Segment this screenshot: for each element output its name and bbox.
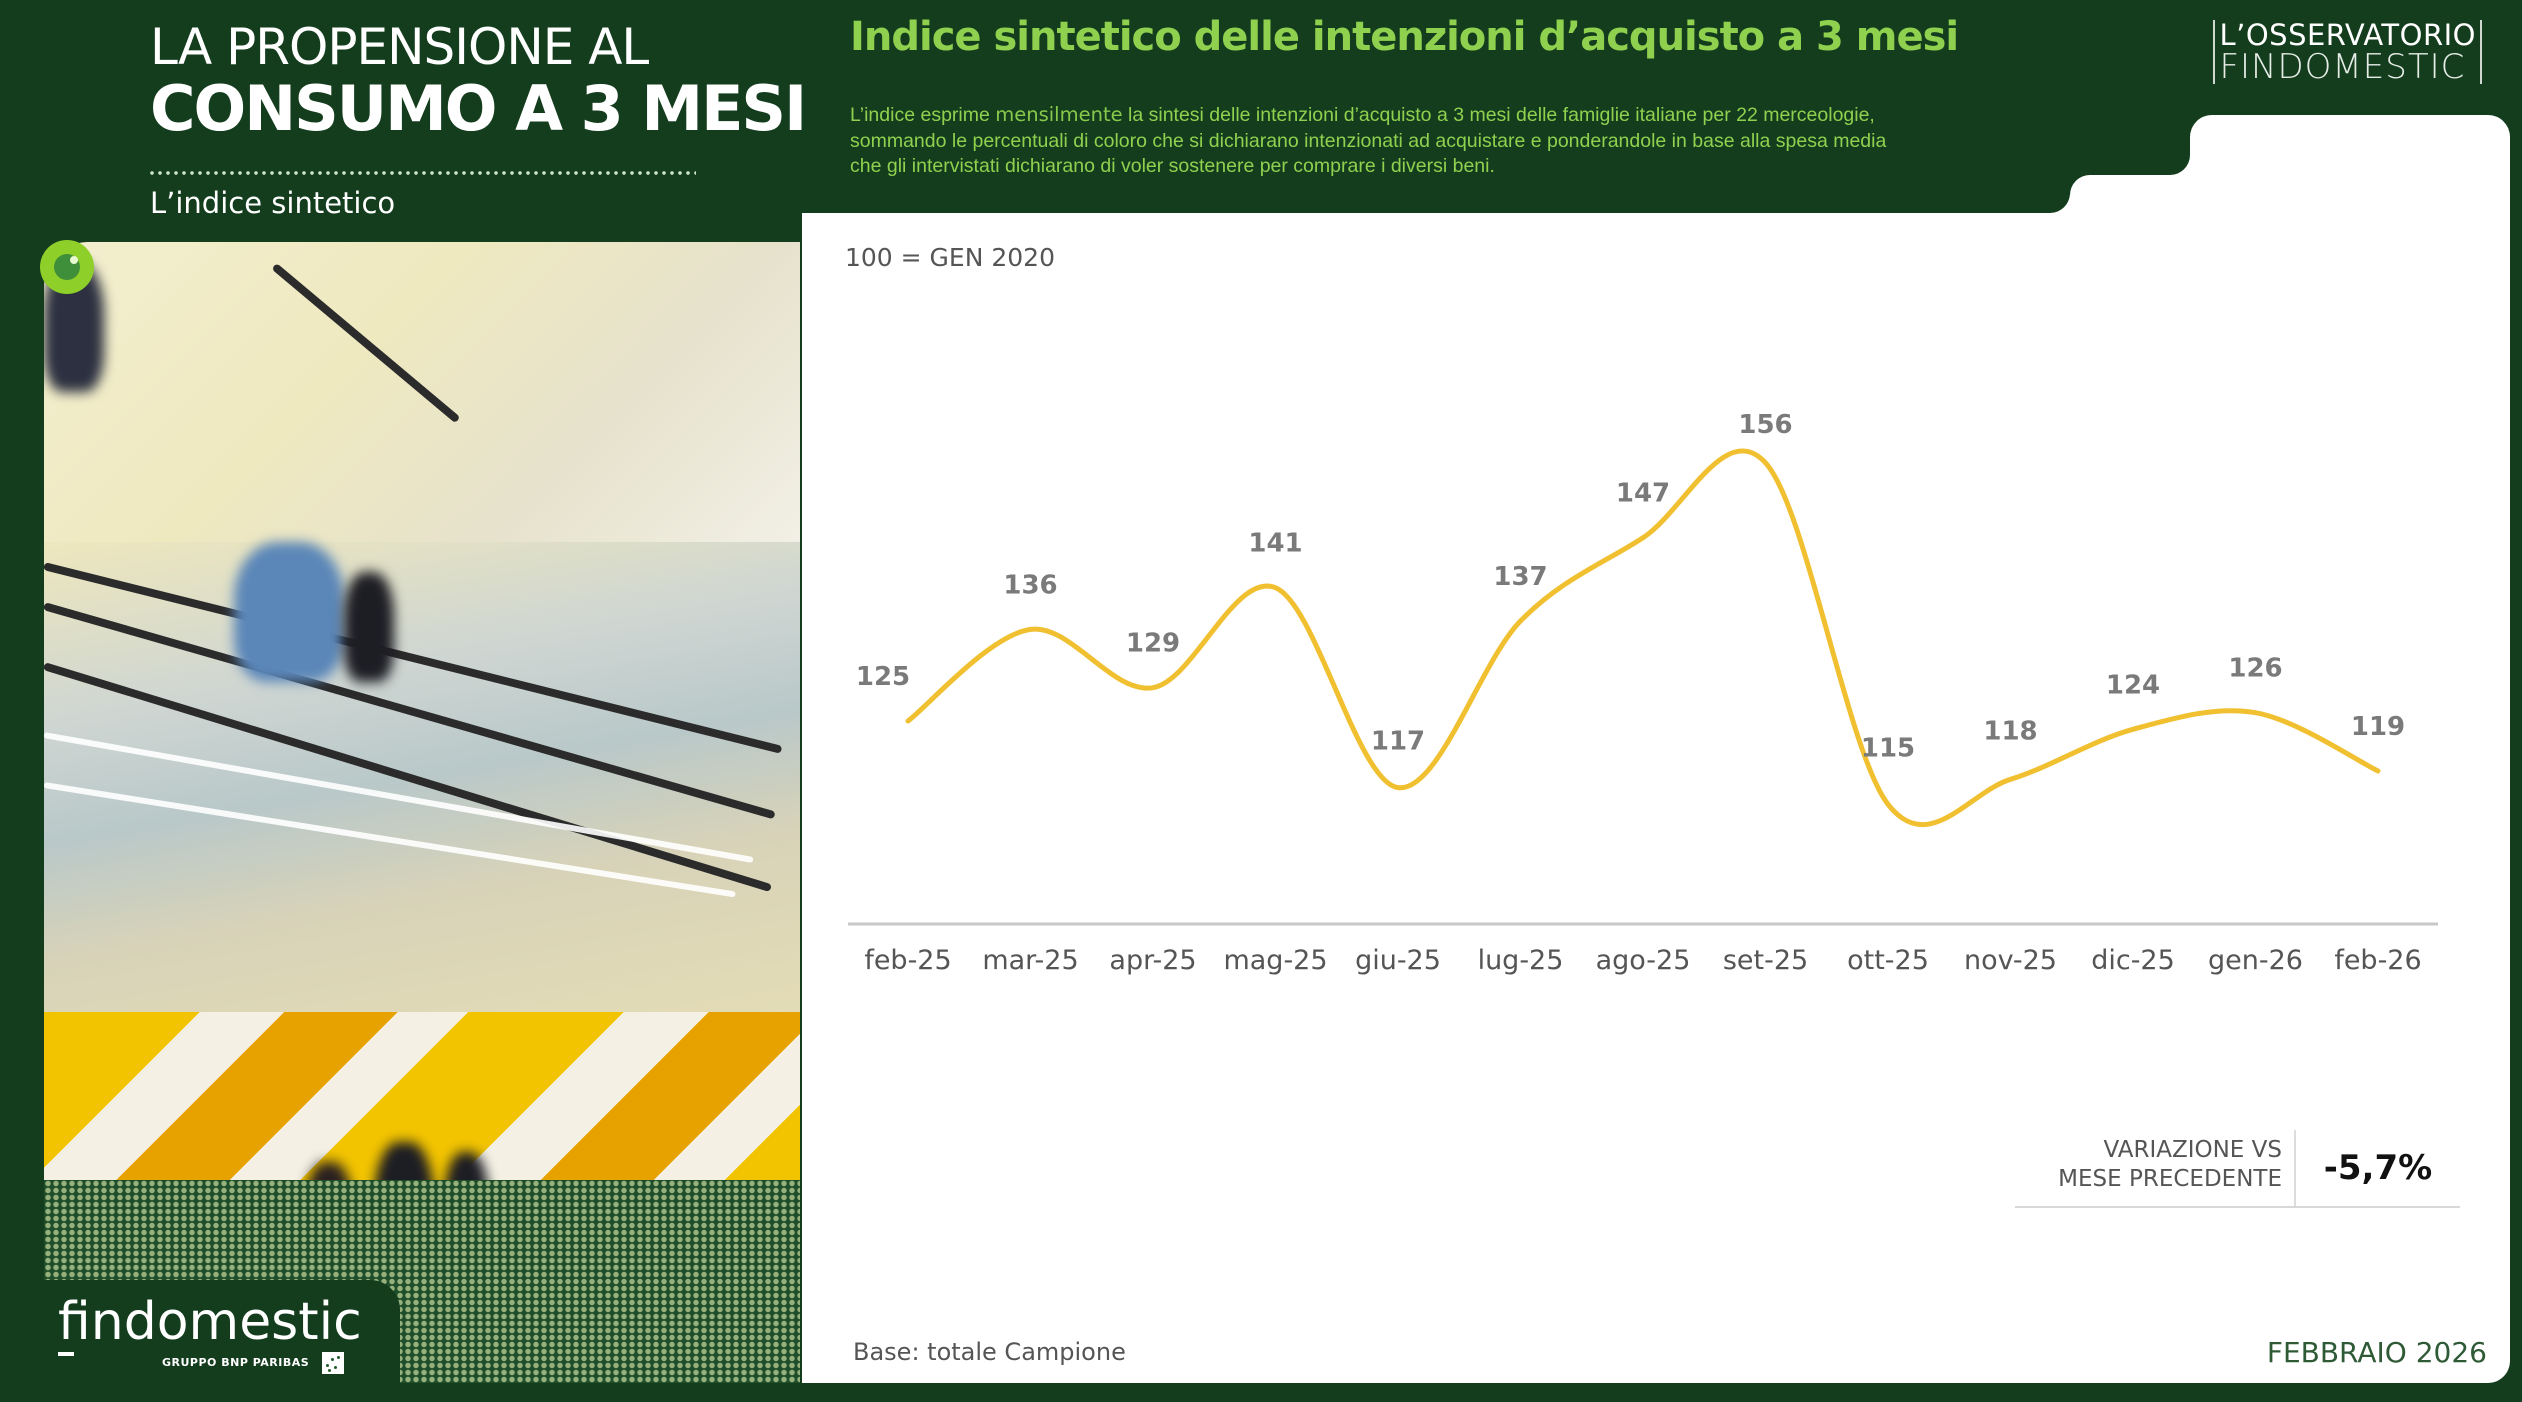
variation-label-line1: VARIAZIONE VS (2103, 1137, 2282, 1163)
data-label: 136 (1003, 570, 1057, 600)
escalator-photo (44, 242, 800, 1383)
x-axis-label: mag-25 (1223, 945, 1327, 976)
report-period: FEBBRAIO 2026 (2266, 1336, 2487, 1369)
chart-description: L’indice esprime mensilmente la sintesi … (850, 102, 1886, 180)
x-axis-label: giu-25 (1355, 945, 1441, 976)
x-axis-label: ago-25 (1596, 945, 1691, 976)
x-axis-label: apr-25 (1109, 945, 1196, 976)
photo-person (344, 572, 394, 682)
desc-highlight: mensilmente (995, 103, 1123, 126)
x-axis-label: feb-25 (864, 945, 951, 976)
chart-panel (802, 213, 2510, 1383)
data-label: 117 (1371, 727, 1425, 757)
data-label: 126 (2228, 654, 2282, 684)
x-axis-label: dic-25 (2091, 945, 2175, 976)
x-axis-label: feb-26 (2334, 945, 2421, 976)
page-subtitle: L’indice sintetico (150, 186, 396, 220)
variation-value: -5,7% (2323, 1148, 2433, 1188)
data-label: 119 (2351, 712, 2405, 742)
logo-line2: FINDOMESTIC (2219, 47, 2466, 87)
data-label: 124 (2106, 670, 2160, 700)
panel-corner (2030, 175, 2070, 213)
panel-corner (2150, 115, 2190, 175)
x-axis-labels: feb-25 mar-25 apr-25 mag-25 giu-25 lug-25 ago-… (864, 945, 2421, 976)
chart-title: Indice sintetico delle intenzioni d’acqu… (850, 14, 1959, 60)
brand-logo-area (0, 1280, 400, 1402)
x-axis-label: ott-25 (1847, 945, 1929, 976)
page-title-line1: LA PROPENSIONE AL (150, 18, 649, 76)
photo-person (234, 542, 344, 682)
variation-label: VARIAZIONE VS MESE PRECEDENTE (2058, 1136, 2282, 1194)
bnp-paribas-tagline: GRUPPO BNP PARIBAS (162, 1356, 310, 1369)
osservatorio-logo: L’OSSERVATORIO FINDOMESTIC (2213, 20, 2482, 84)
logo-underline (58, 1352, 74, 1356)
desc-text: sommando le percentuali di coloro che si… (850, 129, 1887, 152)
x-axis-label: set-25 (1723, 945, 1808, 976)
data-label: 141 (1248, 529, 1302, 559)
data-labels: 125 136 129 141 117 137 147 156 115 118 124 126 119 (856, 410, 2405, 764)
data-label: 118 (1983, 716, 2037, 746)
data-label: 129 (1126, 629, 1180, 659)
x-axis-label: gen-26 (2208, 945, 2303, 976)
x-axis-label: nov-25 (1964, 945, 2057, 976)
desc-text: che gli intervistati dichiarano di voler… (850, 155, 1495, 177)
variation-divider (2294, 1130, 2296, 1206)
series-line (905, 448, 2381, 828)
source-note: Base: totale Campione (853, 1338, 1126, 1366)
index-base-note: 100 = GEN 2020 (845, 243, 1055, 272)
desc-text: L’indice esprime (850, 104, 996, 126)
page-title-line2: CONSUMO A 3 MESI (150, 72, 807, 145)
logo-line1: L’OSSERVATORIO (2219, 18, 2476, 52)
desc-text: la sintesi delle intenzioni d’acquisto a… (1122, 104, 1875, 126)
dotted-divider (148, 170, 696, 176)
bnp-stars-icon (322, 1352, 344, 1374)
data-label: 147 (1616, 479, 1670, 509)
x-axis-label: lug-25 (1478, 945, 1564, 976)
variation-label-line2: MESE PRECEDENTE (2058, 1166, 2282, 1192)
data-label: 156 (1738, 410, 1792, 440)
green-bullet-icon (40, 240, 94, 294)
data-label: 137 (1493, 562, 1547, 592)
findomestic-logo: findomestic (58, 1292, 362, 1352)
data-label: 115 (1861, 733, 1915, 763)
data-label: 125 (856, 662, 910, 692)
x-axis-label: mar-25 (982, 945, 1078, 976)
variation-box: VARIAZIONE VS MESE PRECEDENTE -5,7% (2015, 1130, 2460, 1208)
panel-tab (2190, 115, 2510, 195)
